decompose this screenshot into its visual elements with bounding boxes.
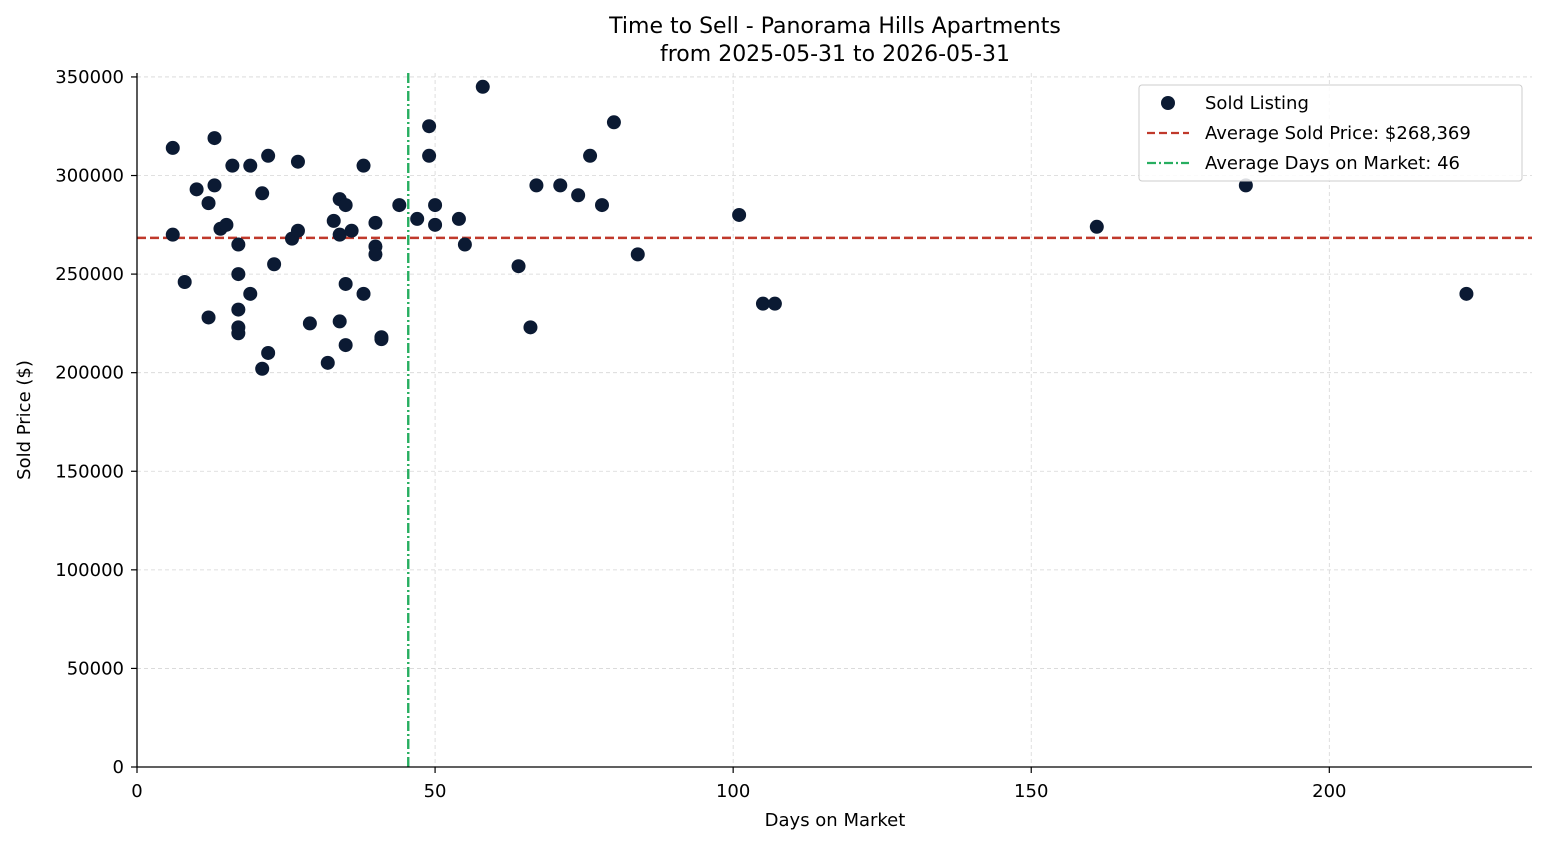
sold-listing-point [320, 355, 335, 370]
sold-listing-point [231, 237, 246, 252]
x-axis-label: Days on Market [765, 810, 906, 831]
sold-listing-point [177, 274, 192, 289]
sold-listing-point [410, 211, 425, 226]
sold-listing-point [606, 115, 621, 130]
sold-listing-point [201, 196, 216, 211]
legend-marker-sold-listing [1161, 96, 1175, 110]
sold-listing-point [630, 247, 645, 262]
sold-listing-point [243, 286, 258, 301]
sold-listing-point [1459, 286, 1474, 301]
sold-listing-point [553, 178, 568, 193]
sold-listing-point [451, 211, 466, 226]
sold-listing-point [475, 79, 490, 94]
x-tick-label: 200 [1312, 781, 1346, 802]
sold-listing-point [511, 259, 526, 274]
sold-listing-point [243, 158, 258, 173]
x-ticks: 0 50 100 150 200 [131, 767, 1346, 802]
x-tick-label: 0 [131, 781, 142, 802]
sold-listing-point [261, 148, 276, 163]
sold-listing-point [255, 186, 270, 201]
sold-listing-point [422, 148, 437, 163]
sold-listing-point [338, 198, 353, 213]
sold-listing-point [523, 320, 538, 335]
sold-listing-point [368, 247, 383, 262]
legend: Sold Listing Average Sold Price: $268,36… [1138, 84, 1523, 182]
sold-listing-point [231, 326, 246, 341]
sold-listing-point [428, 198, 443, 213]
y-tick-label: 150000 [55, 461, 124, 482]
sold-listing-point [189, 182, 204, 197]
sold-listing-point [368, 215, 383, 230]
sold-listing-point [767, 296, 782, 311]
sold-listing-point [356, 158, 371, 173]
y-tick-label: 0 [113, 757, 124, 778]
x-tick-label: 150 [1014, 781, 1048, 802]
grid-lines [136, 73, 1532, 768]
chart-title: Time to Sell - Panorama Hills Apartments [608, 14, 1061, 39]
sold-listing-point [326, 213, 341, 228]
sold-listing-point [571, 188, 586, 203]
sold-listing-point [165, 140, 180, 155]
x-tick-label: 100 [716, 781, 750, 802]
sold-listing-point [219, 217, 234, 232]
sold-listing-point [201, 310, 216, 325]
sold-listing-point [595, 198, 609, 213]
chart-subtitle: from 2025-05-31 to 2026-05-31 [660, 42, 1010, 67]
legend-label-avg-days: Average Days on Market: 46 [1205, 153, 1460, 174]
y-tick-label: 350000 [55, 67, 124, 88]
y-tick-label: 250000 [55, 264, 124, 285]
sold-listing-point [267, 257, 282, 272]
sold-listing-point [165, 227, 180, 242]
sold-listing-point [207, 178, 222, 193]
sold-listing-point [255, 361, 270, 376]
reference-lines [137, 73, 1532, 767]
sold-listing-point [583, 148, 598, 163]
sold-listing-point [529, 178, 544, 193]
sold-listing-point [338, 276, 353, 291]
y-ticks: 0 50000 100000 150000 200000 250000 300000 3500… [55, 67, 137, 778]
sold-listing-point [344, 223, 359, 238]
legend-label-sold-listing: Sold Listing [1205, 93, 1309, 114]
y-axis-label: Sold Price ($) [14, 360, 35, 480]
legend-box [1138, 84, 1523, 182]
sold-listing-point [332, 227, 347, 242]
sold-listing-point [1238, 178, 1253, 193]
sold-listing-point [338, 338, 353, 353]
sold-listing-point [290, 223, 305, 238]
sold-listing-point [231, 267, 246, 282]
y-tick-label: 300000 [55, 166, 124, 187]
x-tick-label: 50 [424, 781, 447, 802]
y-tick-label: 200000 [55, 363, 124, 384]
sold-listing-point [225, 158, 240, 173]
sold-listing-point [1089, 219, 1104, 234]
sold-listing-point [755, 296, 770, 311]
sold-listing-point [356, 286, 371, 301]
sold-listing-point [457, 237, 472, 252]
sold-listing-point [374, 332, 389, 347]
legend-label-avg-price: Average Sold Price: $268,369 [1205, 123, 1471, 144]
sold-listing-point [422, 119, 437, 134]
sold-listing-point [231, 302, 246, 317]
sold-listing-point [732, 207, 747, 222]
sold-listing-point [290, 154, 305, 169]
sold-listing-point [332, 314, 347, 329]
sold-listing-point [392, 198, 407, 213]
sold-listing-point [207, 131, 222, 146]
y-tick-label: 50000 [67, 658, 124, 679]
sold-listing-point [428, 217, 443, 232]
sold-listing-point [261, 345, 276, 360]
scatter-points [165, 79, 1474, 376]
y-tick-label: 100000 [55, 560, 124, 581]
sold-listing-point [302, 316, 317, 331]
